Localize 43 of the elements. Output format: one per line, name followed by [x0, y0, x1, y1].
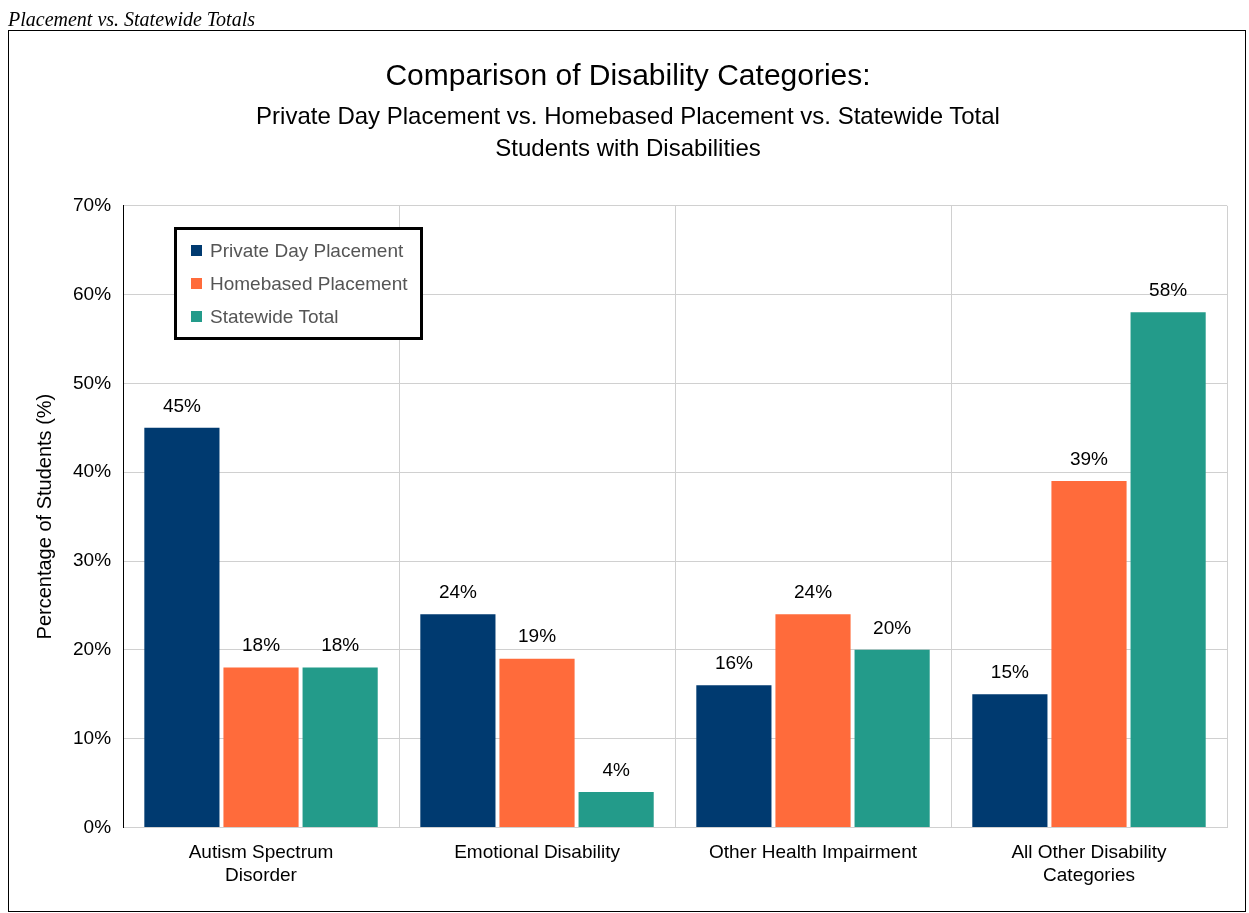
y-tick-label: 70% [73, 194, 112, 216]
bar [144, 427, 220, 827]
bar [854, 649, 930, 827]
x-tick-label: Autism Spectrum Disorder [188, 841, 334, 885]
chart-subtitle: Private Day Placement vs. Homebased Placement vs. Statewide Total Students with Disabilities [256, 101, 1000, 162]
bar [696, 685, 772, 827]
bar [302, 667, 378, 827]
data-label: 18% [242, 634, 281, 656]
bar [1051, 481, 1127, 827]
y-tick-label: 20% [73, 638, 112, 660]
data-label: 18% [321, 634, 360, 656]
y-tick-label: 50% [73, 371, 112, 393]
data-label: 4% [602, 758, 630, 780]
data-label: 20% [873, 616, 912, 638]
y-tick-label: 30% [73, 549, 112, 571]
y-axis-title: Percentage of Students (%) [32, 393, 55, 640]
bar [972, 694, 1048, 827]
legend-label: Private Day Placement [210, 239, 404, 263]
y-tick-label: 60% [73, 282, 112, 304]
x-tick-label: Emotional Disability [454, 841, 621, 863]
bar [775, 614, 851, 827]
bar [420, 614, 496, 827]
bar [578, 791, 654, 827]
data-label: 24% [438, 581, 478, 603]
data-label: 16% [714, 652, 754, 674]
x-tick-label: Other Health Impairment [708, 841, 918, 863]
data-label: 15% [990, 660, 1029, 682]
data-label: 19% [518, 625, 557, 647]
data-label: 39% [1069, 447, 1109, 469]
data-label: 58% [1149, 279, 1188, 301]
x-tick-label: All Other Disability Categories [1011, 841, 1168, 885]
legend-label: Homebased Placement [210, 272, 408, 296]
y-tick-label: 0% [83, 815, 112, 837]
legend-label: Statewide Total [210, 305, 339, 329]
bar [1130, 312, 1206, 827]
y-tick-label: 10% [73, 726, 112, 748]
data-label: 45% [162, 394, 202, 416]
bar [499, 658, 575, 827]
chart-title: Comparison of Disability Categories: [385, 58, 871, 92]
y-tick-label: 40% [73, 460, 112, 482]
text: Placement vs. Statewide Totals [8, 8, 256, 30]
bar [223, 667, 299, 827]
data-label: 24% [793, 581, 833, 603]
